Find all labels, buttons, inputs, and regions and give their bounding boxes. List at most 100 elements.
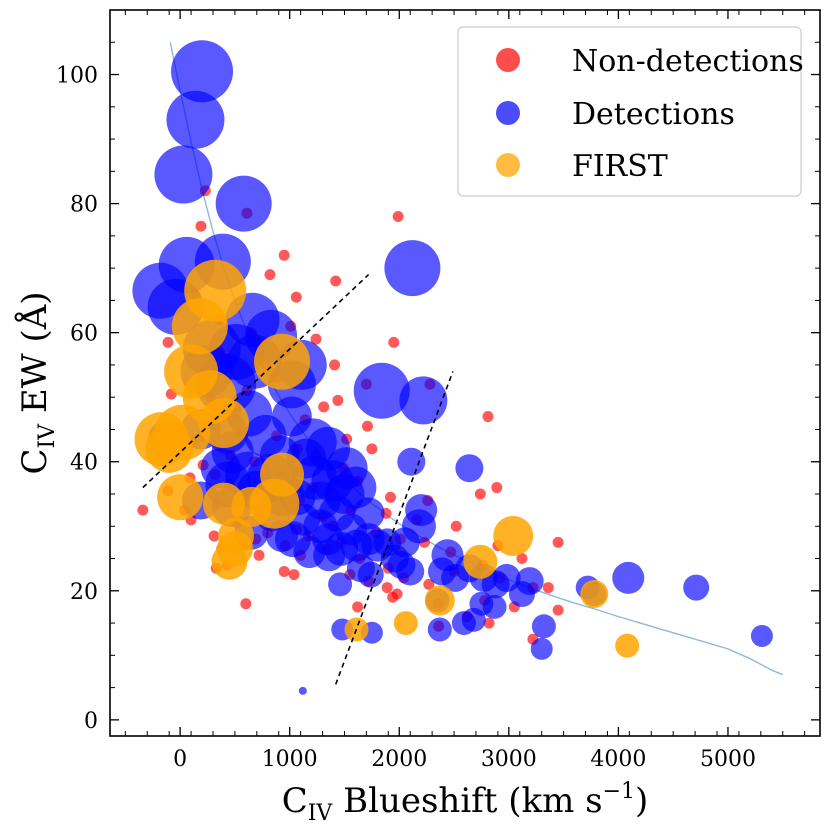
dashed-line-0: [142, 274, 370, 489]
x-tick-label-4: 4000: [590, 747, 646, 772]
point-first-8: [145, 424, 194, 473]
point-non-detections-101: [288, 569, 300, 581]
legend: Non-detections Detections FIRST: [457, 26, 804, 197]
point-non-detections-9: [290, 291, 302, 303]
point-detections-77: [612, 561, 645, 594]
x-tick-label-1: 1000: [262, 747, 318, 772]
point-non-detections-106: [381, 582, 393, 594]
legend-label-detections: Detections: [572, 97, 735, 132]
plot-area: [132, 40, 784, 695]
point-first-5: [198, 398, 249, 449]
point-detections-89: [482, 594, 507, 619]
point-non-detections-57: [474, 488, 486, 500]
y-axis-title-main: C: [15, 449, 55, 475]
point-detections-72: [396, 557, 425, 586]
y-tick-label-0: 0: [84, 709, 98, 734]
point-non-detections-4: [392, 211, 404, 223]
legend-marker-non-detections: [496, 48, 520, 72]
y-tick-label-5: 100: [56, 64, 98, 89]
y-axis-title: CIV EW (Å): [14, 291, 60, 474]
point-non-detections-116: [552, 604, 564, 616]
point-detections-67: [313, 539, 346, 572]
point-detections-91: [461, 607, 486, 632]
tick-labels-layer: 0 1000 2000 3000 4000 5000 0 20 40 60 80 100: [56, 64, 756, 772]
x-axis-title-sup: −1: [603, 779, 635, 804]
legend-box: [457, 26, 802, 197]
point-non-detections-73: [450, 520, 462, 532]
point-detections-0: [171, 40, 234, 103]
x-axis-title-close: ): [635, 781, 648, 821]
legend-marker-first: [496, 153, 520, 177]
y-tick-label-2: 40: [70, 451, 98, 476]
point-detections-94: [427, 617, 452, 642]
point-first-10: [157, 474, 204, 521]
point-detections-3: [215, 175, 272, 232]
point-detections-83: [683, 574, 710, 601]
point-detections-82: [328, 572, 353, 597]
point-detections-6: [384, 240, 441, 297]
point-non-detections-58: [384, 491, 396, 503]
point-non-detections-6: [264, 269, 276, 281]
points-layer: [132, 40, 773, 695]
point-non-detections-105: [423, 578, 435, 590]
point-detections-31: [397, 447, 426, 476]
point-non-detections-0: [137, 504, 149, 516]
legend-marker-detections: [496, 101, 520, 125]
point-non-detections-27: [318, 401, 330, 413]
point-non-detections-19: [329, 359, 341, 371]
point-detections-1: [166, 90, 225, 149]
x-axis-title-sub: IV: [308, 801, 334, 826]
point-first-23: [615, 633, 640, 658]
point-detections-81: [481, 570, 510, 599]
x-axis-title-rest: Blueshift (km s: [332, 781, 602, 821]
point-non-detections-5: [278, 249, 290, 261]
y-tick-label-4: 80: [70, 193, 98, 218]
point-first-16: [211, 543, 248, 580]
point-non-detections-7: [330, 275, 342, 287]
point-non-detections-97: [278, 565, 290, 577]
point-first-1: [171, 298, 228, 355]
point-first-20: [580, 580, 609, 609]
point-non-detections-110: [387, 591, 399, 603]
point-non-detections-26: [332, 394, 344, 406]
point-first-2: [254, 333, 311, 390]
point-non-detections-77: [208, 530, 220, 542]
x-tick-label-2: 2000: [371, 747, 427, 772]
x-axis-title: CIV Blueshift (km s−1): [282, 779, 649, 826]
point-detections-43: [455, 454, 484, 483]
point-first-18: [463, 544, 498, 579]
point-non-detections-32: [361, 420, 373, 432]
point-first-13: [249, 478, 300, 529]
point-non-detections-83: [552, 536, 564, 548]
point-detections-96: [750, 624, 773, 647]
point-non-detections-15: [388, 336, 400, 348]
point-non-detections-115: [352, 601, 364, 613]
point-detections-86: [508, 581, 535, 608]
x-tick-label-3: 3000: [481, 747, 537, 772]
point-non-detections-93: [516, 553, 528, 565]
x-tick-label-5: 5000: [700, 747, 756, 772]
point-detections-98: [298, 686, 307, 695]
y-tick-label-3: 60: [70, 322, 98, 347]
legend-label-non-detections: Non-detections: [572, 44, 804, 79]
y-tick-label-1: 20: [70, 580, 98, 605]
point-detections-19: [399, 376, 448, 425]
y-axis-title-rest: EW (Å): [14, 291, 55, 423]
point-detections-75: [357, 561, 384, 588]
point-detections-97: [530, 637, 553, 660]
point-non-detections-13: [310, 333, 322, 345]
point-non-detections-118: [483, 617, 495, 629]
point-detections-2: [154, 145, 213, 204]
point-first-17: [493, 515, 534, 556]
legend-label-first: FIRST: [572, 149, 668, 184]
point-non-detections-29: [482, 411, 494, 423]
point-non-detections-14: [162, 336, 174, 348]
point-detections-76: [441, 563, 470, 592]
point-non-detections-90: [253, 549, 265, 561]
y-axis-title-sub: IV: [35, 423, 60, 449]
point-non-detections-2: [195, 220, 207, 232]
dashed-line-1: [334, 371, 454, 685]
x-axis-title-main: C: [282, 781, 308, 821]
point-non-detections-40: [366, 443, 378, 455]
